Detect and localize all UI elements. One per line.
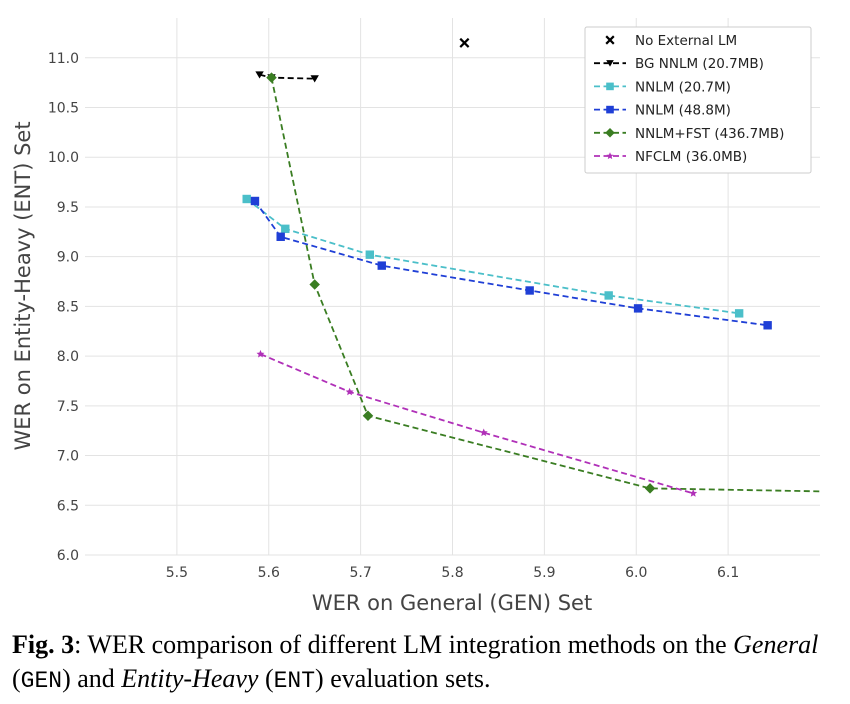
marker-square	[365, 250, 375, 259]
wer-chart: 5.5 5.6 5.7 5.8 5.9 6.0 6.1 6.0 6.5 7.0 7.5 8.0 8.5…	[11, 18, 820, 615]
marker-diamond	[266, 72, 277, 83]
legend-item: NNLM (48.8M)	[594, 103, 731, 119]
x-tick-labels: 5.5 5.6 5.7 5.8 5.9 6.0 6.1	[166, 565, 740, 581]
figure-caption: Fig. 3: WER comparison of different LM i…	[12, 630, 819, 694]
legend: No External LM BG NNLM (20.7MB) NNLM (20.7…	[584, 26, 812, 174]
y-tick-label: 10.5	[48, 101, 79, 117]
caption-text-1: : WER comparison of different LM integra…	[74, 630, 734, 659]
marker-x	[605, 35, 615, 45]
x-tick-label: 5.8	[441, 565, 463, 581]
caption-general: General	[733, 630, 819, 659]
marker-triangle-down	[310, 75, 319, 83]
x-axis-label: WER on General (GEN) Set	[312, 591, 592, 615]
caption-text-end: ) evaluation sets.	[315, 664, 491, 693]
x-tick-label: 5.6	[258, 565, 280, 581]
marker-square	[276, 232, 285, 241]
series-line-nfclm-36-0mb	[260, 353, 694, 495]
legend-item: NNLM (20.7M)	[594, 79, 731, 95]
legend-label: NFCLM (36.0MB)	[635, 149, 747, 165]
y-tick-label: 9.0	[57, 250, 79, 266]
marker-star	[606, 152, 614, 160]
y-tick-label: 8.5	[57, 299, 79, 315]
y-tick-label: 7.0	[57, 449, 79, 465]
marker-diamond	[605, 128, 615, 138]
caption-gen-code: GEN	[20, 668, 63, 694]
legend-label: NNLM (48.8M)	[635, 103, 731, 119]
y-tick-labels: 6.0 6.5 7.0 7.5 8.0 8.5 9.0 9.5 10.0 10.5 11.0	[48, 51, 79, 564]
marker-square	[606, 82, 614, 91]
series-line-nnlm-48-8m	[254, 200, 768, 327]
legend-label: NNLM (20.7M)	[635, 79, 731, 95]
x-tick-label: 5.7	[349, 565, 371, 581]
marker-star	[345, 387, 354, 396]
legend-label: No External LM	[635, 33, 737, 49]
marker-triangle-down	[606, 60, 614, 67]
markers-layer	[242, 37, 772, 497]
marker-x	[459, 37, 470, 48]
legend-box	[584, 26, 812, 174]
legend-item: NFCLM (36.0MB)	[594, 149, 747, 165]
caption-ent-code: ENT	[273, 668, 316, 694]
grid	[85, 18, 820, 556]
marker-square	[763, 321, 772, 330]
marker-square	[250, 196, 260, 206]
legend-item: No External LM	[605, 33, 737, 49]
marker-star	[689, 489, 698, 497]
y-tick-label: 10.0	[48, 150, 79, 166]
marker-square	[242, 194, 251, 204]
x-tick-label: 5.9	[533, 565, 555, 581]
x-tick-label: 5.5	[166, 565, 188, 581]
marker-square	[281, 224, 290, 234]
legend-label: BG NNLM (20.7MB)	[635, 56, 764, 72]
y-tick-label: 7.5	[57, 399, 79, 415]
y-axis-label: WER on Entity-Heavy (ENT) Set	[11, 121, 35, 450]
marker-square	[633, 304, 643, 313]
marker-diamond	[362, 410, 374, 422]
marker-star	[256, 349, 265, 358]
legend-item: BG NNLM (20.7MB)	[594, 56, 764, 72]
y-tick-label: 8.0	[57, 349, 79, 365]
marker-square	[525, 286, 534, 295]
marker-square	[606, 105, 614, 114]
y-tick-label: 6.5	[57, 498, 79, 514]
legend-label: NNLM+FST (436.7MB)	[635, 126, 784, 142]
caption-fig-label: Fig. 3	[12, 630, 75, 659]
marker-square	[604, 291, 613, 300]
marker-square	[734, 309, 744, 318]
y-tick-label: 11.0	[48, 51, 79, 67]
marker-square	[377, 261, 386, 270]
marker-diamond	[309, 279, 320, 290]
caption-and: ) and	[62, 664, 122, 693]
marker-diamond	[644, 483, 656, 494]
legend-item: NNLM+FST (436.7MB)	[594, 126, 784, 142]
marker-triangle-down	[255, 71, 264, 79]
caption-entity-heavy: Entity-Heavy	[121, 664, 259, 693]
y-tick-label: 9.5	[57, 200, 79, 216]
marker-star	[479, 428, 488, 437]
x-tick-label: 6.0	[625, 565, 647, 581]
x-tick-label: 6.1	[717, 565, 739, 581]
y-tick-label: 6.0	[57, 548, 79, 564]
